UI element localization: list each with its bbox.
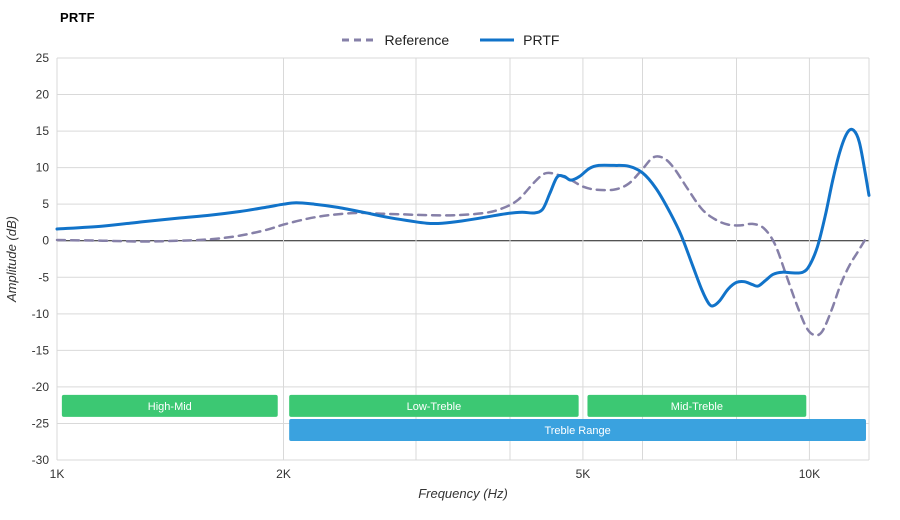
y-tick-label: -20 (32, 380, 50, 394)
series-line-prtf (55, 127, 871, 308)
x-tick-label: 1K (50, 467, 65, 481)
x-tick-label: 5K (576, 467, 591, 481)
legend-swatch-dashed-line-icon (341, 38, 376, 42)
series-line-reference (55, 155, 868, 337)
y-tick-label: 10 (36, 161, 50, 175)
y-axis-label: Amplitude (dB) (4, 216, 19, 303)
y-tick-label: 20 (36, 88, 50, 102)
y-tick-label: -10 (32, 307, 50, 321)
y-tick-label: -25 (32, 416, 50, 430)
band-label-low-treble: Low-Treble (407, 401, 462, 413)
legend-label: PRTF (523, 32, 560, 48)
y-tick-label: 0 (42, 234, 49, 248)
y-tick-label: 15 (36, 124, 50, 138)
y-tick-label: 25 (36, 51, 50, 65)
band-mid-treble (587, 394, 807, 417)
legend-label: Reference (384, 32, 450, 48)
y-tick-label: -30 (32, 453, 50, 467)
band-label-treble-range: Treble Range (544, 425, 610, 437)
band-treble-range (289, 419, 866, 442)
x-axis-label: Frequency (Hz) (418, 486, 508, 501)
chart-title: PRTF (60, 10, 95, 25)
x-tick-label: 2K (276, 467, 291, 481)
y-tick-label: 5 (42, 197, 49, 211)
band-label-mid-treble: Mid-Treble (671, 401, 723, 413)
band-low-treble (289, 394, 579, 417)
band-high-mid (61, 394, 278, 417)
chart-legend: Reference PRTF (0, 32, 900, 48)
x-tick-label: 10K (799, 467, 820, 481)
legend-item-reference[interactable]: Reference (341, 32, 450, 48)
y-tick-label: -15 (32, 343, 50, 357)
legend-item-prtf[interactable]: PRTF (479, 32, 559, 48)
y-tick-label: -5 (38, 270, 49, 284)
band-label-high-mid: High-Mid (148, 401, 192, 413)
legend-swatch-solid-line-icon (480, 38, 515, 42)
